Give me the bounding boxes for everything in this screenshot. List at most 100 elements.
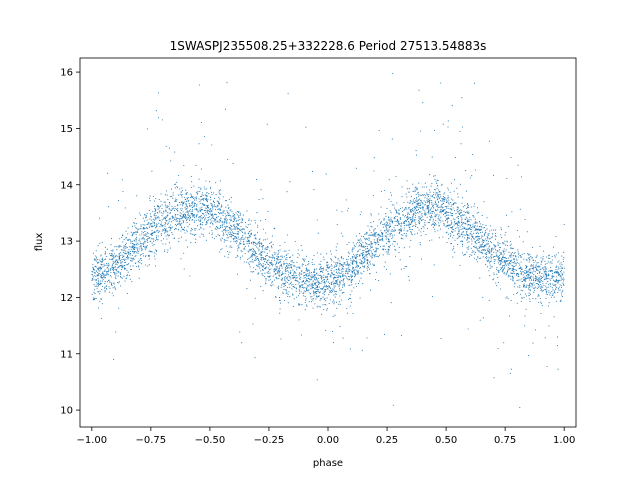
data-point bbox=[530, 275, 532, 277]
data-point bbox=[120, 273, 122, 275]
data-point bbox=[540, 287, 542, 289]
data-point bbox=[560, 275, 562, 277]
data-point bbox=[481, 243, 484, 245]
data-point bbox=[180, 226, 182, 228]
data-point bbox=[259, 261, 261, 263]
data-point bbox=[543, 272, 545, 274]
data-point bbox=[217, 215, 219, 218]
data-point bbox=[439, 210, 441, 212]
data-point bbox=[133, 244, 135, 246]
data-point bbox=[553, 279, 555, 281]
data-point bbox=[236, 226, 238, 228]
data-point bbox=[357, 264, 359, 266]
data-point bbox=[472, 250, 474, 252]
data-point bbox=[258, 199, 260, 201]
data-point bbox=[195, 238, 197, 240]
data-point bbox=[339, 280, 341, 282]
data-point bbox=[420, 231, 422, 233]
data-point bbox=[207, 198, 209, 200]
data-point bbox=[233, 240, 235, 242]
data-point bbox=[524, 276, 526, 278]
data-point bbox=[185, 216, 187, 218]
data-point bbox=[265, 268, 267, 270]
data-point bbox=[323, 294, 325, 296]
data-point bbox=[399, 218, 401, 220]
data-point bbox=[361, 349, 363, 351]
data-point bbox=[137, 247, 139, 249]
data-point bbox=[433, 129, 436, 132]
data-point bbox=[147, 235, 149, 237]
data-point bbox=[517, 279, 519, 281]
data-point bbox=[416, 200, 418, 202]
data-point bbox=[206, 188, 208, 190]
data-point bbox=[486, 240, 488, 242]
data-point bbox=[545, 267, 547, 269]
data-point bbox=[456, 222, 458, 224]
data-point bbox=[469, 216, 471, 218]
data-point bbox=[175, 183, 177, 185]
data-point bbox=[180, 230, 182, 232]
data-point bbox=[375, 243, 377, 245]
data-point bbox=[230, 196, 232, 198]
data-point bbox=[536, 262, 538, 264]
data-point bbox=[559, 276, 561, 278]
data-point bbox=[408, 206, 410, 208]
data-point bbox=[446, 217, 448, 219]
data-point bbox=[429, 240, 431, 242]
data-point bbox=[222, 234, 224, 237]
data-point bbox=[412, 203, 414, 205]
data-point bbox=[347, 275, 349, 278]
data-point bbox=[352, 256, 354, 258]
data-point bbox=[540, 290, 542, 292]
data-point bbox=[315, 288, 317, 291]
data-point bbox=[212, 208, 214, 210]
data-point bbox=[520, 268, 523, 271]
data-point bbox=[403, 209, 405, 211]
data-point bbox=[265, 259, 267, 261]
data-point bbox=[502, 261, 504, 263]
data-point bbox=[395, 212, 397, 214]
data-point bbox=[182, 229, 185, 231]
data-point bbox=[176, 185, 178, 188]
data-point bbox=[370, 214, 372, 216]
data-point bbox=[341, 299, 343, 301]
data-point bbox=[327, 281, 329, 283]
data-point bbox=[238, 236, 240, 238]
data-point bbox=[544, 277, 546, 279]
data-point bbox=[395, 249, 397, 251]
data-point bbox=[142, 242, 145, 244]
data-point bbox=[300, 245, 302, 247]
data-point bbox=[557, 279, 559, 282]
data-point bbox=[155, 253, 157, 255]
data-point bbox=[259, 245, 261, 248]
data-point bbox=[483, 201, 485, 203]
data-point bbox=[297, 295, 300, 297]
data-point bbox=[287, 92, 289, 94]
data-point bbox=[510, 247, 513, 249]
data-point bbox=[481, 231, 483, 233]
data-point bbox=[390, 212, 392, 214]
data-point bbox=[522, 290, 524, 292]
data-point bbox=[209, 188, 211, 190]
data-point bbox=[95, 270, 97, 272]
data-point bbox=[98, 270, 100, 272]
data-point bbox=[473, 82, 476, 84]
data-point bbox=[271, 282, 273, 284]
data-point bbox=[460, 241, 462, 243]
data-point bbox=[121, 261, 123, 263]
data-point bbox=[403, 221, 405, 223]
data-point bbox=[226, 230, 228, 232]
data-point bbox=[279, 260, 282, 263]
data-point bbox=[215, 193, 217, 195]
data-point bbox=[532, 280, 534, 282]
data-point bbox=[295, 283, 297, 285]
data-point bbox=[337, 275, 339, 277]
data-point bbox=[191, 210, 193, 212]
data-point bbox=[390, 230, 392, 232]
data-point bbox=[115, 278, 117, 280]
data-point bbox=[232, 228, 234, 230]
data-point bbox=[195, 219, 197, 221]
data-point bbox=[382, 226, 384, 228]
data-point bbox=[449, 224, 451, 226]
data-point bbox=[465, 232, 468, 234]
